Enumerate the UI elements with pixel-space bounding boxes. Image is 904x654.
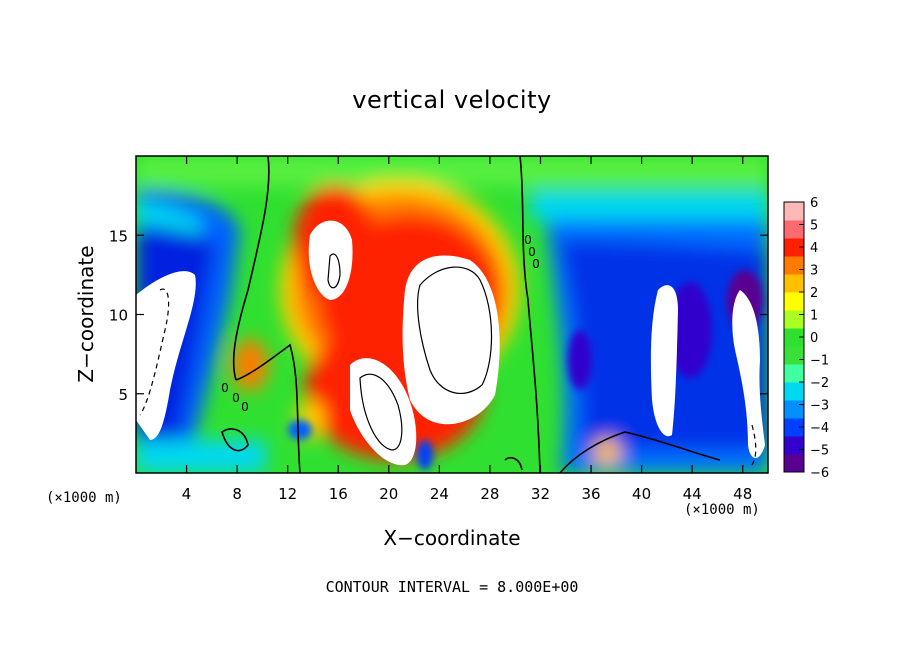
colorbar-swatch <box>784 382 804 401</box>
colorbar-swatch <box>784 436 804 455</box>
colorbar-tick-label: 0 <box>810 331 818 346</box>
chart-title: vertical velocity <box>352 86 552 114</box>
colorbar-swatch <box>784 310 804 329</box>
x-unit-label-left: (×1000 m) <box>46 490 122 506</box>
colorbar-swatch <box>784 418 804 437</box>
colorbar-tick-label: 1 <box>810 309 818 324</box>
colorbar-tick-label: −6 <box>810 466 829 481</box>
x-tick-label: 32 <box>531 485 550 503</box>
colorbar-swatch <box>784 346 804 365</box>
x-tick-label: 8 <box>232 485 242 503</box>
colorbar-tick-label: 2 <box>810 286 818 301</box>
contour-label: 0 <box>524 233 532 247</box>
colorbar-swatch <box>784 328 804 347</box>
y-tick-label: 15 <box>109 227 128 245</box>
colorbar-swatch <box>784 220 804 239</box>
colorbar-tick-label: 6 <box>810 196 818 211</box>
colorbar-swatch <box>784 400 804 419</box>
x-tick-label: 12 <box>278 485 297 503</box>
x-unit-label-right: (×1000 m) <box>684 502 760 518</box>
x-tick-label: 48 <box>733 485 752 503</box>
contour-label: 0 <box>221 381 229 395</box>
saturated-regions <box>136 220 765 466</box>
x-tick-label: 16 <box>329 485 348 503</box>
colorbar-swatch <box>784 364 804 383</box>
colorbar: 6 5 4 3 2 1 0 −1 −2 −3 −4 −5 −6 <box>783 196 829 481</box>
colorbar-tick-label: −3 <box>810 399 829 414</box>
colorbar-tick-label: −5 <box>810 444 829 459</box>
contour-label: 0 <box>532 257 540 271</box>
colorbar-tick-label: −1 <box>810 354 829 369</box>
x-axis-label: X−coordinate <box>383 526 521 550</box>
colorbar-tick-label: −2 <box>810 376 829 391</box>
contour-interval-note: CONTOUR INTERVAL = 8.000E+00 <box>325 578 579 596</box>
colorbar-swatch <box>784 202 804 221</box>
x-tick-label: 24 <box>430 485 449 503</box>
y-tick-label: 5 <box>118 386 128 404</box>
x-tick-label: 36 <box>581 485 600 503</box>
x-tick-label: 28 <box>480 485 499 503</box>
contour-lines <box>139 156 757 473</box>
x-axis-ticks: 4 8 12 16 20 24 28 32 36 40 44 48 <box>182 156 752 503</box>
colorbar-swatch <box>784 238 804 257</box>
colorbar-tick-label: 5 <box>810 219 818 234</box>
x-tick-label: 4 <box>182 485 192 503</box>
y-tick-label: 10 <box>109 307 128 325</box>
contour-label: 0 <box>528 245 536 259</box>
colorbar-tick-label: 3 <box>810 264 818 279</box>
contour-label: 0 <box>232 391 240 405</box>
colorbar-swatch <box>784 454 804 473</box>
colorbar-tick-label: 4 <box>810 241 818 256</box>
colorbar-swatch <box>784 256 804 275</box>
x-tick-label: 44 <box>683 485 702 503</box>
contour-label: 0 <box>241 400 249 414</box>
colorbar-tick-label: −4 <box>810 421 829 436</box>
colorbar-swatch <box>784 292 804 311</box>
y-axis-ticks: 5 10 15 <box>109 227 768 404</box>
heatmap-field <box>136 156 768 473</box>
colorbar-swatch <box>784 274 804 293</box>
x-tick-label: 20 <box>379 485 398 503</box>
x-tick-label: 40 <box>632 485 651 503</box>
